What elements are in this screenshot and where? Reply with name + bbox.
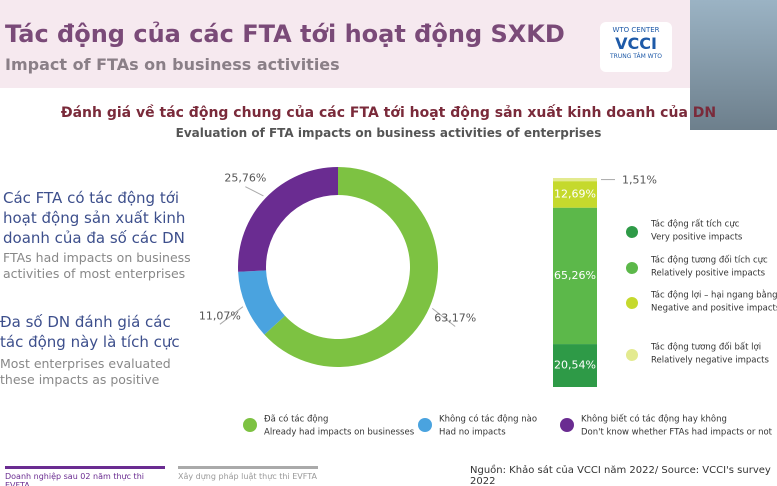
- value-label: 25,76%: [224, 172, 266, 185]
- footer-tab[interactable]: Xây dựng pháp luật thực thi EVFTA: [178, 466, 318, 481]
- donut-slice: [238, 167, 338, 272]
- note: Đa số DN đánh giá các tác động này là tí…: [0, 313, 180, 351]
- subtitle: Impact of FTAs on business activities: [5, 55, 340, 74]
- legend-marker: [626, 262, 638, 274]
- bar-segment: [553, 181, 597, 208]
- value-label: 11,07%: [199, 309, 241, 322]
- note-en: Most enterprises evaluated these impacts…: [0, 356, 171, 387]
- legend-marker: [626, 297, 638, 309]
- legend-marker: [560, 418, 574, 432]
- note: Các FTA có tác động tới hoạt động sản xu…: [3, 189, 186, 247]
- legend-marker: [243, 418, 257, 432]
- heading-en: Evaluation of FTA impacts on business ac…: [175, 126, 602, 140]
- bar-segment: [553, 207, 597, 345]
- heading: Đánh giá về tác động chung của các FTA t…: [60, 105, 717, 121]
- value-label: 1,51%: [622, 174, 657, 187]
- logo-text: VCCI: [615, 34, 657, 53]
- legend-label: Tác động rất tích cực: [650, 219, 740, 230]
- legend-label: Relatively negative impacts: [651, 356, 770, 366]
- header-photo: [690, 0, 777, 130]
- bar-segment: [553, 344, 597, 387]
- leader-line: [431, 308, 456, 327]
- legend-label: Tác động tương đối tích cực: [650, 255, 768, 266]
- legend-label: Relatively positive impacts: [651, 269, 766, 279]
- legend-label: Tác động lợi – hại ngang bằng: [650, 290, 777, 301]
- leader-line: [245, 186, 264, 197]
- note-en: FTAs had impacts on business activities …: [3, 250, 191, 281]
- legend-label: Không có tác động nào: [439, 414, 537, 425]
- footer-tab[interactable]: Doanh nghiệp sau 02 năm thực thi EVFTA: [5, 466, 165, 486]
- bar-segment: [553, 178, 597, 182]
- logo-text: WTO CENTER: [612, 26, 660, 34]
- value-label: 63,17%: [434, 311, 476, 324]
- value-label: 20,54%: [554, 359, 596, 372]
- legend-label: Tác động tương đối bất lợi: [650, 342, 761, 353]
- donut-slice: [238, 270, 285, 335]
- legend-label: Negative and positive impacts are equal: [651, 304, 777, 314]
- legend-label: Already had impacts on businesses: [264, 428, 415, 438]
- value-label: 65,26%: [554, 269, 596, 282]
- value-label: 12,69%: [554, 187, 596, 200]
- legend-label: Don't know whether FTAs had impacts or n…: [581, 428, 773, 438]
- logo-text: TRUNG TÂM WTO: [610, 53, 662, 60]
- legend-marker: [418, 418, 432, 432]
- title: Tác động của các FTA tới hoạt động SXKD: [5, 20, 565, 48]
- legend-label: Đã có tác động: [264, 414, 328, 425]
- legend-label: Không biết có tác động hay không: [581, 414, 727, 425]
- logo: WTO CENTER VCCI TRUNG TÂM WTO: [600, 22, 672, 72]
- leader-line: [219, 306, 244, 325]
- legend-label: Had no impacts: [439, 428, 506, 438]
- source: Nguồn: Khảo sát của VCCI năm 2022/ Sourc…: [470, 465, 771, 486]
- legend-label: Very positive impacts: [651, 233, 743, 243]
- legend-marker: [626, 349, 638, 361]
- legend-marker: [626, 226, 638, 238]
- donut-slice: [264, 167, 438, 368]
